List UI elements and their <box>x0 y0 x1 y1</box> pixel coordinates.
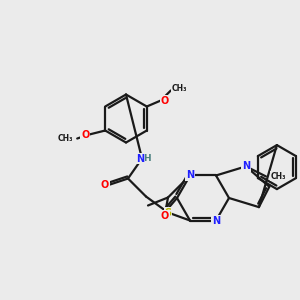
Text: N: N <box>186 170 194 181</box>
Text: O: O <box>81 130 89 140</box>
Text: S: S <box>164 208 172 218</box>
Text: N: N <box>212 215 220 226</box>
Text: O: O <box>161 95 169 106</box>
Text: O: O <box>161 211 169 221</box>
Text: CH₃: CH₃ <box>58 134 73 143</box>
Text: N: N <box>136 154 144 164</box>
Text: H: H <box>143 154 151 163</box>
Text: CH₃: CH₃ <box>172 84 188 93</box>
Text: N: N <box>242 161 250 171</box>
Text: CH₃: CH₃ <box>270 172 286 181</box>
Text: O: O <box>101 179 109 190</box>
